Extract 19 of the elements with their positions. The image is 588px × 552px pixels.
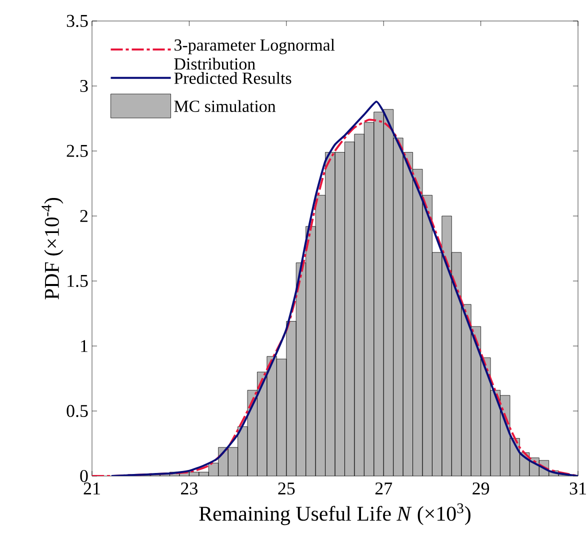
y-tick-label: 2.5 [66,144,88,158]
legend-label: MC simulation [174,100,276,112]
y-axis-title: PDF (×10$^{-4}$) [42,198,64,300]
y-tick-label: 2 [80,210,88,222]
y-tick-label: 3.5 [66,14,88,28]
y-tick-label: 0.5 [66,404,88,418]
x-tick-label: 29 [472,482,490,495]
x-tick-label: 21 [84,482,100,494]
y-tick-label: 0 [80,470,88,482]
y-tick-label: 1.5 [68,274,88,288]
y-tick-label: 1 [81,340,88,352]
x-tick-label: 27 [375,482,392,494]
legend-label: 3-parameter Lognormal Distribution [174,38,335,70]
legend-label: Predicted Results [174,72,292,84]
x-axis-title: Remaining Useful Life N (×10$^{3}$) [199,503,470,526]
x-tick-label: 31 [570,482,586,495]
x-tick-label: 23 [181,482,198,495]
y-tick-label: 3 [80,80,88,92]
x-tick-label: 25 [278,482,295,495]
